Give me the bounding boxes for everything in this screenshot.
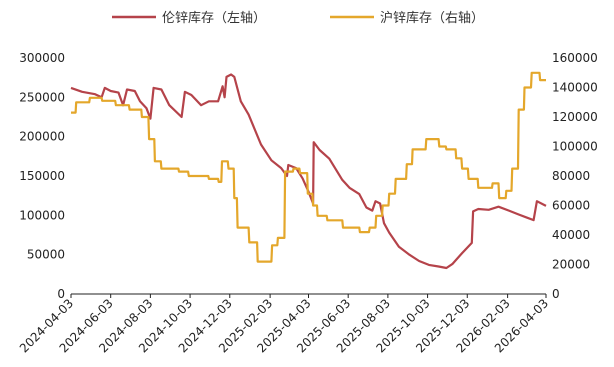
left-tick-label: 250000 — [19, 90, 65, 104]
left-tick-label: 150000 — [19, 169, 65, 183]
right-tick-label: 120000 — [552, 110, 598, 124]
series-line-shfe — [71, 71, 546, 263]
left-tick-label: 50000 — [27, 248, 65, 262]
right-tick-label: 140000 — [552, 81, 598, 95]
left-tick-label: 0 — [57, 287, 65, 301]
right-tick-label: 0 — [552, 287, 560, 301]
right-tick-label: 40000 — [552, 228, 590, 242]
left-tick-label: 200000 — [19, 130, 65, 144]
left-tick-label: 300000 — [19, 51, 65, 65]
right-tick-label: 160000 — [552, 51, 598, 65]
right-tick-label: 20000 — [552, 258, 590, 272]
right-tick-label: 60000 — [552, 199, 590, 213]
right-tick-label: 80000 — [552, 169, 590, 183]
legend: 伦锌库存（左轴） 沪锌库存（右轴） — [112, 10, 484, 26]
legend-label-shfe: 沪锌库存（右轴） — [380, 10, 484, 26]
legend-label-lme: 伦锌库存（左轴） — [162, 10, 266, 26]
left-tick-label: 100000 — [19, 208, 65, 222]
series-line-lme — [70, 73, 547, 270]
left-axis-ticks: 0 50000 100000 150000 200000 250000 300000 — [19, 51, 65, 301]
x-axis-ticks: 2024-04-032024-06-032024-08-032024-10-03… — [17, 294, 551, 355]
right-axis-ticks: 0 20000 40000 60000 80000 100000 120000 140000 1… — [552, 51, 598, 301]
right-tick-label: 100000 — [552, 140, 598, 154]
series-layer — [70, 71, 547, 270]
